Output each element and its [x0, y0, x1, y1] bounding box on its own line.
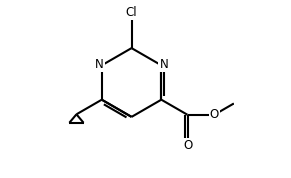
Text: Cl: Cl — [126, 6, 137, 19]
Text: N: N — [95, 58, 104, 71]
Text: N: N — [159, 58, 168, 71]
Text: O: O — [183, 139, 192, 152]
Text: O: O — [210, 108, 219, 121]
